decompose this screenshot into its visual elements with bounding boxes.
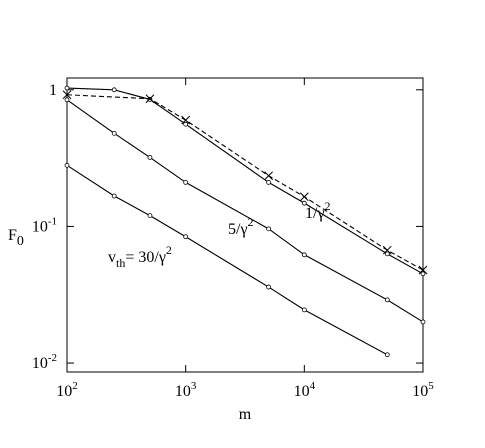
marker (266, 226, 272, 232)
annotation: 1/γ2 (305, 199, 331, 222)
marker (147, 155, 153, 160)
marker (64, 97, 70, 103)
annotation-part: th (116, 256, 125, 270)
tick-power: -2 (48, 352, 57, 364)
marker (420, 319, 426, 325)
marker (301, 252, 307, 258)
marker (181, 115, 191, 125)
series-line (66, 99, 424, 323)
series-line (66, 94, 424, 271)
tick-base: 10 (32, 355, 48, 372)
marker (111, 193, 117, 199)
marker (64, 162, 70, 168)
annotation-part: 1/γ (305, 205, 325, 222)
tick-label: 10-1 (32, 215, 57, 235)
tick-label: 1 (49, 82, 57, 99)
y-label-main: F (8, 227, 17, 244)
marker (147, 213, 153, 219)
tick-base: 10 (56, 383, 72, 400)
annotation: 5/γ2 (228, 215, 254, 238)
plot-frame (66, 77, 424, 373)
tick-base: 10 (32, 218, 48, 235)
tick-label: 103 (175, 380, 197, 400)
tick-base: 10 (175, 383, 191, 400)
tick-label: 102 (56, 380, 78, 400)
y-axis-label: F0 (8, 227, 24, 249)
annotation-part: 5/γ (228, 221, 248, 238)
annotation-part: 2 (325, 199, 331, 213)
marker (418, 265, 428, 275)
marker (145, 94, 155, 104)
annotation: vth= 30/γ2 (108, 243, 172, 270)
tick-power: 5 (428, 380, 434, 392)
annotation-part: v (108, 249, 116, 266)
tick-label: 10-2 (32, 352, 57, 372)
x-axis-label: m (239, 406, 252, 423)
marker (266, 284, 272, 290)
marker (183, 234, 189, 240)
marker (183, 180, 189, 185)
marker (384, 251, 390, 257)
marker (183, 121, 189, 127)
tick-power: -1 (48, 215, 57, 227)
marker (64, 85, 70, 91)
marker (384, 297, 390, 303)
tick-base: 10 (294, 383, 310, 400)
y-label-sub: 0 (17, 234, 24, 249)
marker (264, 171, 273, 181)
annotation-part: 2 (248, 215, 254, 229)
marker (301, 200, 307, 206)
marker (299, 192, 309, 202)
marker (420, 271, 426, 277)
marker (301, 307, 307, 313)
marker (384, 352, 390, 358)
marker (62, 90, 72, 100)
marker (111, 87, 117, 93)
annotation-part: = 30/γ (125, 249, 166, 266)
tick-power: 4 (310, 380, 316, 392)
marker (266, 180, 272, 185)
annotation-part: 2 (166, 243, 172, 257)
tick-power: 2 (72, 380, 78, 392)
tick-power: 3 (191, 380, 197, 392)
tick-label: 104 (294, 380, 316, 400)
marker (382, 245, 392, 255)
series-line (66, 87, 424, 275)
marker (111, 130, 117, 136)
tick-label: 105 (412, 380, 434, 400)
tick-base: 10 (412, 383, 428, 400)
